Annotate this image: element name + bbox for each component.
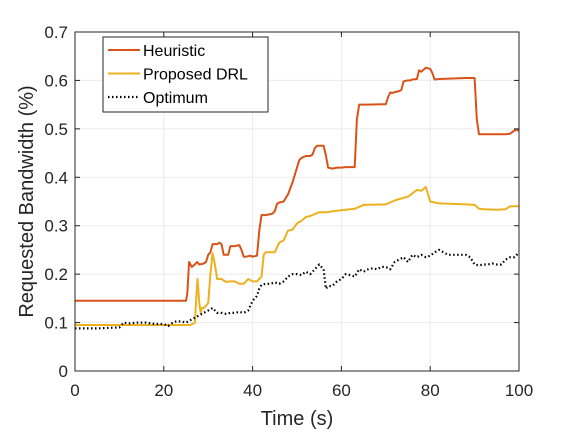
y-tick-label: 0.4	[44, 168, 68, 187]
axis-ticks: 0 0.1 0.2 0.3 0.4 0.5 0.6 0.7 0 20 40 60 80 100	[44, 23, 533, 400]
y-tick-label: 0.3	[44, 217, 68, 236]
legend: Heuristic Proposed DRL Optimum	[102, 36, 269, 113]
x-axis-title: Time (s)	[261, 408, 334, 430]
x-tick-label: 80	[421, 381, 440, 400]
y-tick-label: 0	[59, 362, 68, 381]
x-tick-label: 100	[505, 381, 533, 400]
plot-frame	[74, 31, 520, 372]
y-tick-label: 0.6	[44, 71, 68, 90]
y-tick-label: 0.5	[44, 120, 68, 139]
series-line-proposed-drl	[75, 186, 519, 326]
series-line-heuristic	[75, 66, 519, 302]
legend-label: Optimum	[143, 90, 208, 107]
y-tick-label: 0.1	[44, 314, 68, 333]
series-line-optimum	[75, 248, 520, 330]
legend-label: Proposed DRL	[143, 67, 248, 84]
y-tick-label: 0.7	[44, 23, 68, 42]
x-tick-label: 20	[154, 381, 173, 400]
y-tick-label: 0.2	[44, 265, 68, 284]
series-lines	[75, 66, 520, 330]
x-tick-label: 0	[70, 381, 79, 400]
x-tick-label: 40	[243, 381, 262, 400]
legend-label: Heuristic	[143, 43, 205, 60]
x-tick-label: 60	[332, 381, 351, 400]
y-axis-title: Requested Bandwidth (%)	[16, 85, 38, 317]
